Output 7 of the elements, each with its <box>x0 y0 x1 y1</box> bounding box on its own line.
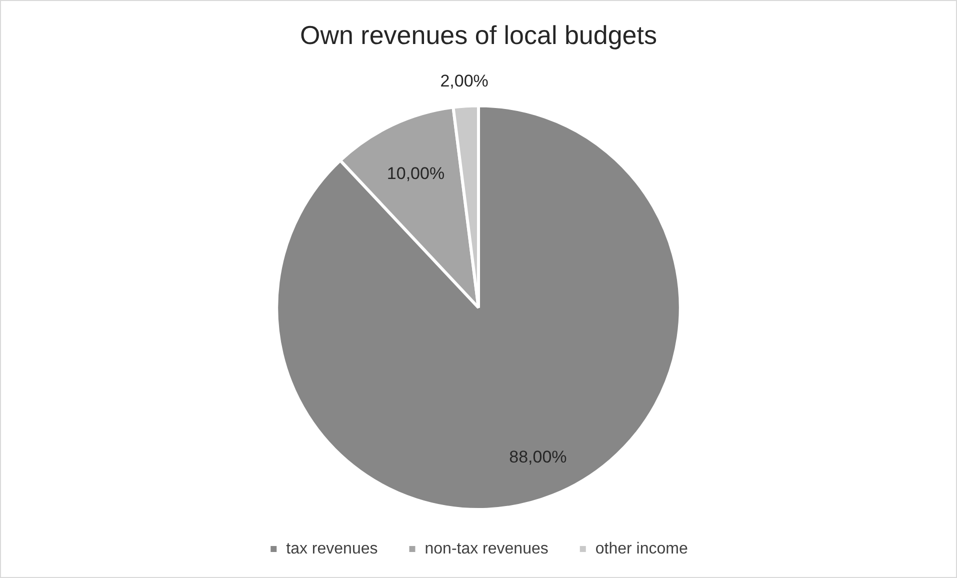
data-label: 2,00% <box>440 72 488 91</box>
legend-label: non-tax revenues <box>424 540 548 558</box>
chart-title: Own revenues of local budgets <box>300 20 657 50</box>
data-label: 88,00% <box>509 447 567 466</box>
legend-label: other income <box>595 540 688 558</box>
legend-label: tax revenues <box>286 540 378 558</box>
data-label: 10,00% <box>386 164 445 183</box>
